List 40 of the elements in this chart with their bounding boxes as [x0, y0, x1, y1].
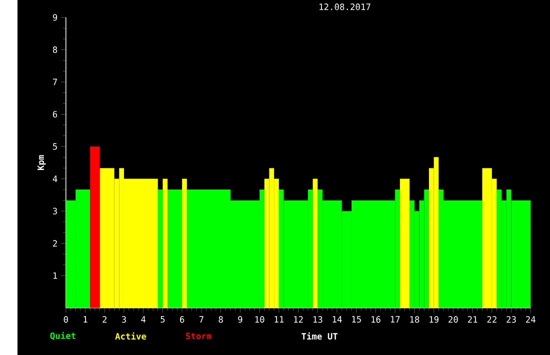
x-tick-label: 15 [352, 316, 361, 322]
y-tick-label: 2 [53, 240, 57, 246]
y-tick-label: 6 [52, 110, 58, 118]
x-tick-label: 10 [255, 316, 264, 323]
x-tick-label: 0 [64, 316, 68, 323]
y-tick-label: 9 [52, 14, 58, 21]
x-tick-label: 12 [294, 316, 303, 322]
x-tick-label: 17 [390, 316, 400, 322]
x-tick-label: 2 [102, 316, 107, 322]
x-tick-label: 24 [526, 316, 536, 322]
y-tick-label: 8 [52, 46, 58, 53]
x-tick-label: 19 [430, 316, 438, 323]
x-tick-label: 4 [141, 316, 146, 322]
x-tick-label: 6 [180, 316, 184, 323]
x-tick-label: 21 [468, 316, 478, 322]
y-axis-title: Kpm [38, 154, 46, 170]
x-tick-label: 22 [487, 316, 496, 322]
x-tick-label: 1 [84, 316, 88, 322]
x-tick-label: 8 [218, 316, 223, 323]
text: Active [115, 332, 146, 340]
x-tick-label: 3 [122, 316, 126, 323]
x-axis-title: Time UT [302, 332, 338, 340]
y-tick-label: 5 [53, 143, 57, 150]
x-tick-label: 18 [410, 316, 420, 323]
text: Storm [186, 332, 212, 340]
text: Quiet [50, 332, 76, 340]
y-tick-label: 3 [52, 208, 57, 214]
chart-title: 12.08.2017 [320, 3, 370, 10]
x-tick-label: 7 [199, 316, 204, 322]
y-tick-label: 7 [52, 78, 57, 85]
x-tick-label: 5 [160, 316, 165, 322]
y-tick-label: 1 [53, 272, 58, 279]
x-tick-label: 16 [372, 316, 380, 323]
x-tick-label: 9 [238, 316, 242, 323]
x-tick-label: 11 [274, 316, 284, 322]
x-tick-label: 20 [448, 316, 458, 323]
x-tick-label: 13 [313, 316, 322, 323]
x-tick-label: 14 [332, 316, 342, 322]
x-tick-label: 23 [506, 316, 516, 323]
y-tick-label: 4 [52, 175, 58, 182]
